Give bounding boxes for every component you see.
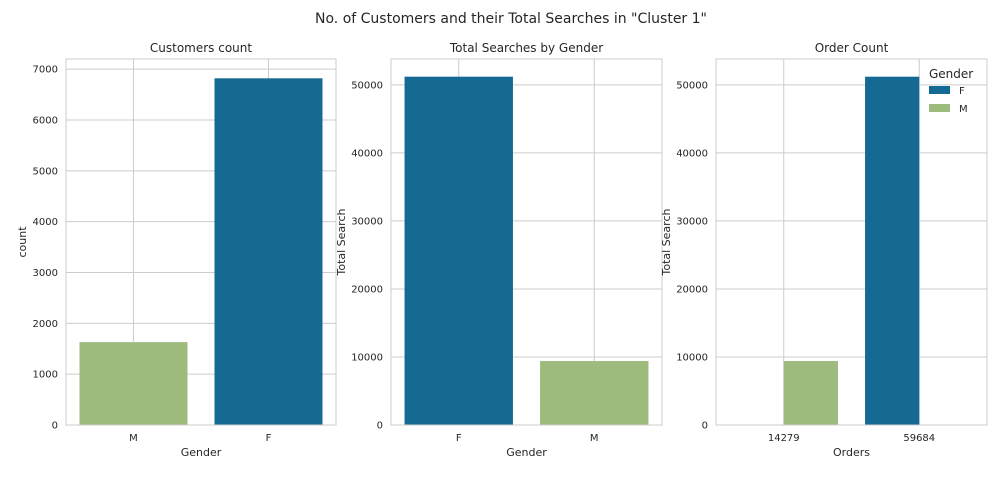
y-tick-label: 6000 [33,116,58,127]
y-tick-label: 0 [377,421,383,432]
subplot-3: 0 10000 20000 30000 40000 50000 14279 59684 Orde… [660,41,988,459]
y-tick-label: 10000 [676,352,708,363]
y-tick-label: 50000 [676,80,708,91]
bar-f [214,78,323,426]
x-tick-label: F [266,433,272,444]
subplot-title: Customers count [150,41,253,55]
legend-swatch-m [929,104,950,112]
bar-m [540,361,649,425]
legend-label-m: M [959,104,968,115]
axes-frame [715,58,988,426]
y-axis-label: Total Search [335,208,348,276]
bar-m [79,342,188,425]
y-axis-label: count [16,226,29,258]
y-tick-label: 30000 [351,216,383,227]
x-tick-label: F [456,433,462,444]
legend: Gender FM [929,67,973,115]
x-axis-label: Gender [506,446,547,459]
legend-label-f: F [959,86,965,97]
legend-title: Gender [929,67,973,81]
y-tick-label: 5000 [33,166,58,177]
bar-m-14279 [783,361,838,425]
subplot-title: Total Searches by Gender [449,41,603,55]
y-tick-label: 40000 [676,148,708,159]
y-tick-label: 20000 [351,284,383,295]
y-tick-label: 7000 [33,65,58,76]
x-tick-label: 14279 [768,433,800,444]
x-tick-label: M [590,433,599,444]
y-tick-label: 4000 [33,217,58,228]
y-tick-label: 10000 [351,352,383,363]
y-tick-label: 2000 [33,319,58,330]
y-axis-label: Total Search [660,208,673,276]
y-tick-label: 30000 [676,216,708,227]
bar-f [404,76,513,425]
y-tick-label: 20000 [676,284,708,295]
bar-f-59684 [865,76,920,425]
x-tick-label: M [129,433,138,444]
axes-frame [390,58,663,426]
y-tick-label: 3000 [33,268,58,279]
figure-title: No. of Customers and their Total Searche… [315,11,707,27]
x-tick-label: 59684 [903,433,935,444]
x-axis-label: Gender [181,446,222,459]
x-axis-label: Orders [833,446,870,459]
y-tick-label: 0 [52,421,58,432]
y-tick-label: 40000 [351,148,383,159]
subplot-title: Order Count [815,41,889,55]
legend-swatch-f [929,86,950,94]
y-tick-label: 50000 [351,80,383,91]
subplot-2: 0 10000 20000 30000 40000 50000 F M Total Search… [335,41,663,459]
y-tick-label: 1000 [33,370,58,381]
subplot-1: 0 1000 2000 3000 4000 5000 6000 7000 M F Customers… [16,41,337,459]
axes-frame [65,58,337,426]
y-tick-label: 0 [702,421,708,432]
